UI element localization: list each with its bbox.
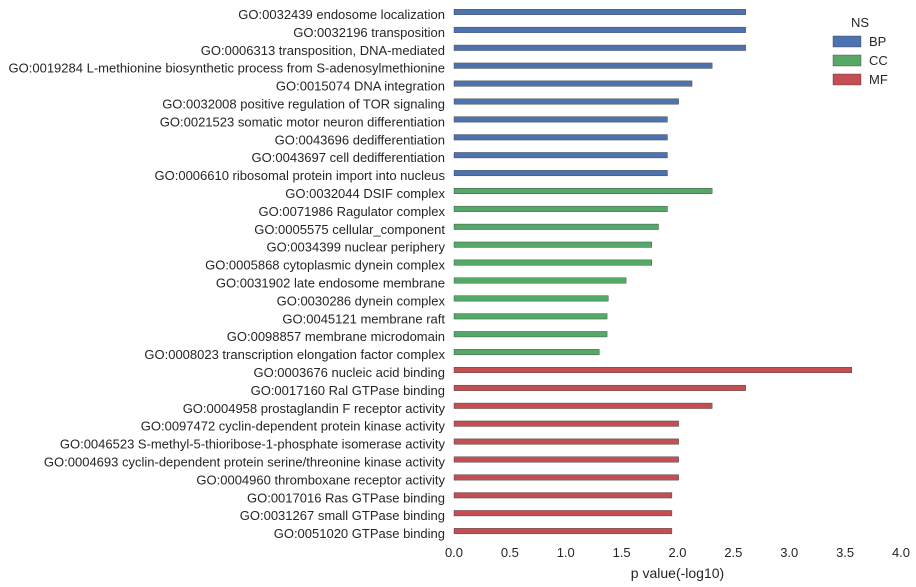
legend-label-cc: CC xyxy=(869,53,888,68)
x-tick-label: 3.0 xyxy=(780,545,798,560)
bar-24 xyxy=(453,420,679,427)
category-label: GO:0031267 small GTPase binding xyxy=(240,508,445,523)
bar-12 xyxy=(453,205,668,212)
legend-swatch-cc xyxy=(832,54,862,67)
category-label: GO:0051020 GTPase binding xyxy=(274,526,445,541)
category-label: GO:0021523 somatic motor neuron differen… xyxy=(160,114,445,129)
bar-3 xyxy=(453,44,746,51)
category-label: GO:0017016 Ras GTPase binding xyxy=(247,490,445,505)
category-label: GO:0071986 Ragulator complex xyxy=(259,204,446,219)
category-label: GO:0008023 transcription elongation fact… xyxy=(144,347,445,362)
category-label: GO:0003676 nucleic acid binding xyxy=(253,365,445,380)
category-label: GO:0043697 cell dedifferentiation xyxy=(252,150,445,165)
bar-5 xyxy=(453,80,693,87)
legend-swatch-mf xyxy=(832,73,862,86)
bar-17 xyxy=(453,295,609,302)
legend-swatch-bp xyxy=(832,35,862,48)
category-label: GO:0098857 membrane microdomain xyxy=(227,329,445,344)
category-label: GO:0046523 S-methyl-5-thioribose-1-phosp… xyxy=(60,437,446,452)
bars-group xyxy=(453,9,853,535)
x-axis-ticks: 0.0 0.5 1.0 1.5 2.0 2.5 3.0 3.5 4.0 xyxy=(445,545,910,560)
category-label: GO:0043696 dedifferentiation xyxy=(275,132,445,147)
bar-9 xyxy=(453,152,668,159)
bar-23 xyxy=(453,402,713,409)
x-tick-label: 1.0 xyxy=(557,545,575,560)
legend-title: NS xyxy=(851,15,869,30)
category-label: GO:0017160 Ral GTPase binding xyxy=(251,383,445,398)
bar-6 xyxy=(453,98,679,105)
category-label: GO:0032044 DSIF complex xyxy=(285,186,445,201)
category-label: GO:0006313 transposition, DNA-mediated xyxy=(201,43,445,58)
bar-15 xyxy=(453,259,652,266)
bar-21 xyxy=(453,367,853,373)
bar-25 xyxy=(453,438,679,445)
bar-30 xyxy=(453,528,673,535)
category-label: GO:0004693 cyclin-dependent protein seri… xyxy=(44,455,446,470)
bar-26 xyxy=(453,456,679,463)
category-label: GO:0097472 cyclin-dependent protein kina… xyxy=(141,419,446,434)
bar-2 xyxy=(453,26,746,33)
x-tick-label: 2.5 xyxy=(724,545,742,560)
category-label: GO:0031902 late endosome membrane xyxy=(216,276,445,291)
category-label: GO:0032196 transposition xyxy=(293,25,445,40)
category-label: GO:0015074 DNA integration xyxy=(276,79,445,94)
bar-18 xyxy=(453,313,608,320)
x-tick-label: 1.5 xyxy=(613,545,631,560)
x-tick-label: 3.5 xyxy=(836,545,854,560)
bar-1 xyxy=(453,9,746,15)
legend-label-mf: MF xyxy=(869,72,888,87)
bar-4 xyxy=(453,62,713,69)
bar-22 xyxy=(453,384,746,391)
bar-7 xyxy=(453,116,668,123)
bar-28 xyxy=(453,492,673,499)
category-label: GO:0004958 prostaglandin F receptor acti… xyxy=(183,401,446,416)
x-tick-label: 0.5 xyxy=(501,545,519,560)
category-label: GO:0032008 positive regulation of TOR si… xyxy=(162,97,445,112)
bar-14 xyxy=(453,241,652,248)
bar-10 xyxy=(453,170,668,177)
bar-16 xyxy=(453,277,627,284)
bar-27 xyxy=(453,474,679,481)
bar-29 xyxy=(453,510,673,517)
category-labels: GO:0032439 endosome localization GO:00321… xyxy=(9,7,446,541)
category-label: GO:0006610 ribosomal protein import into… xyxy=(155,168,446,183)
category-label: GO:0045121 membrane raft xyxy=(282,311,445,326)
x-axis-title: p value(-log10) xyxy=(631,565,724,581)
category-label: GO:0005575 cellular_component xyxy=(254,222,445,237)
legend-label-bp: BP xyxy=(869,34,886,49)
category-label: GO:0005868 cytoplasmic dynein complex xyxy=(205,258,445,273)
category-label: GO:0004960 thromboxane receptor activity xyxy=(196,472,445,487)
bar-13 xyxy=(453,223,659,230)
x-tick-label: 4.0 xyxy=(892,545,910,560)
x-tick-label: 2.0 xyxy=(668,545,686,560)
category-label: GO:0019284 L-methionine biosynthetic pro… xyxy=(9,61,445,76)
category-label: GO:0032439 endosome localization xyxy=(238,7,445,22)
bar-20 xyxy=(453,349,600,356)
category-label: GO:0030286 dynein complex xyxy=(277,293,446,308)
bar-19 xyxy=(453,331,608,338)
bar-11 xyxy=(453,188,713,194)
bar-8 xyxy=(453,134,668,141)
x-tick-label: 0.0 xyxy=(445,545,463,560)
category-label: GO:0034399 nuclear periphery xyxy=(266,240,445,255)
legend: NS BP CC MF xyxy=(832,15,888,87)
